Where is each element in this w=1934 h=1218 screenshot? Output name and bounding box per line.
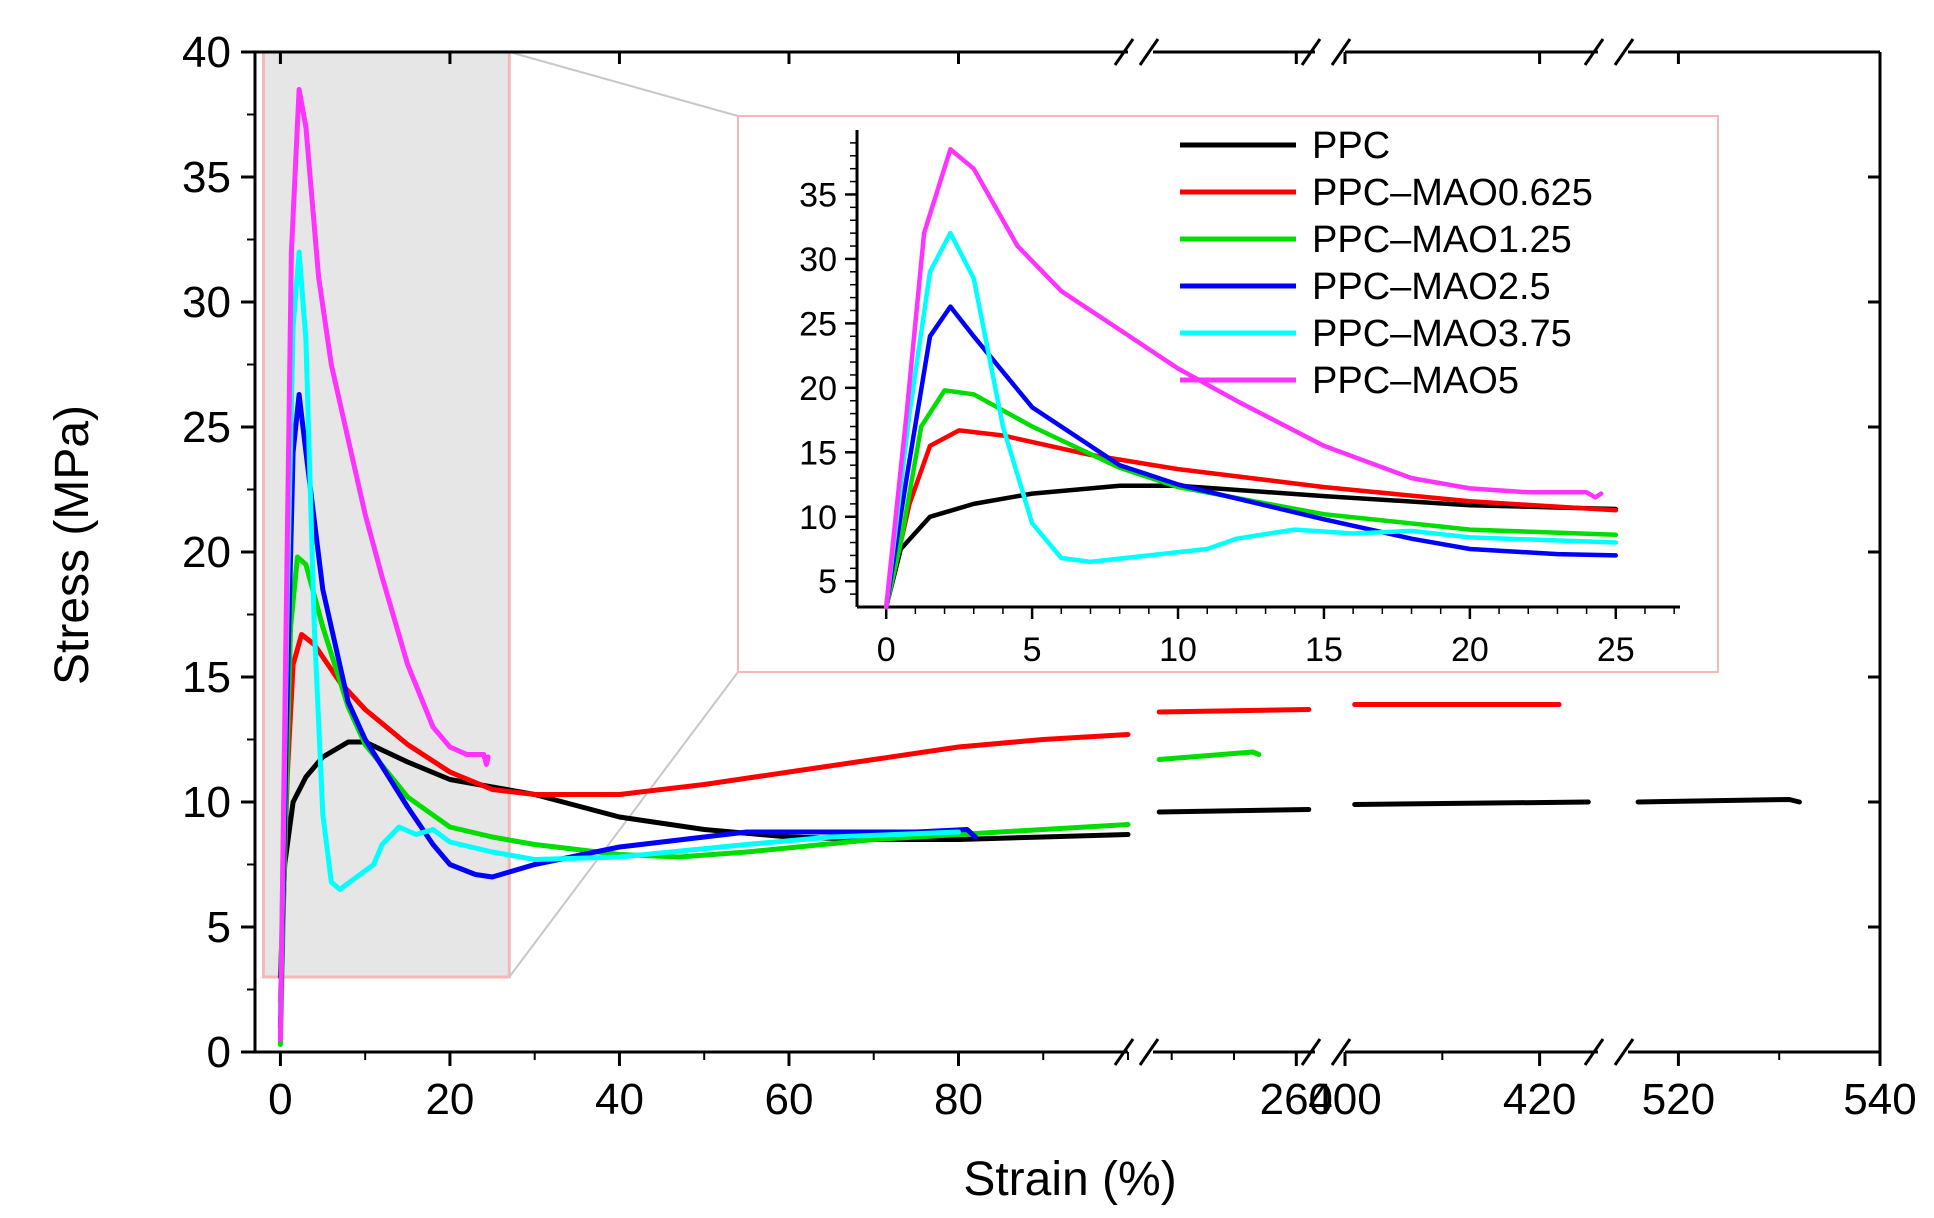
legend-label: PPC–MAO3.75 [1312,313,1572,355]
series-line [1635,797,1802,805]
inset-y-tick-label: 25 [799,305,837,343]
y-tick-label: 5 [207,903,231,952]
zoom-region-box [261,50,511,979]
inset-x-tick-label: 20 [1451,631,1489,669]
y-tick-label: 35 [182,153,231,202]
x-tick-label: 60 [764,1075,813,1124]
series-line [1156,707,1312,715]
y-tick-label: 40 [182,28,231,77]
y-tick-label: 25 [182,403,231,452]
x-tick-label: 520 [1642,1075,1715,1124]
x-tick-label: 80 [934,1075,983,1124]
axis-break-mark [1113,38,1135,66]
series-line [1156,807,1312,815]
inset-series-line [883,388,1619,610]
legend-label: PPC [1312,125,1390,167]
inset-y-tick-label: 15 [799,434,837,472]
axis-break-mark [1583,38,1605,66]
inset-x-tick-label: 15 [1305,631,1343,669]
legend-label: PPC–MAO0.625 [1312,172,1593,214]
axis-break-mark [1138,38,1160,66]
series-line [277,392,978,1030]
inset-series-line [883,483,1619,610]
axis-break-mark [1613,38,1635,66]
legend: PPC PPC–MAO0.625 PPC–MAO1.25 PPC–MAO2.5 PPC–… [1180,125,1593,402]
series-line [277,249,961,1017]
y-tick-label: 20 [182,528,231,577]
x-tick-label: 400 [1308,1075,1381,1124]
x-tick-label: 40 [595,1075,644,1124]
inset-x-tick-label: 0 [877,631,896,669]
inset-y-tick-label: 10 [799,499,837,537]
inset-plot: 5 10 15 20 25 30 35 0 5 10 15 20 25 [737,115,1719,673]
y-tick-label: 15 [182,653,231,702]
series-line [277,87,491,1042]
axis-break-mark [1583,1038,1605,1066]
series-line [277,554,1131,1047]
x-axis-label: Strain (%) [963,1153,1176,1206]
x-tick-label: 0 [268,1075,292,1124]
series-line [1156,749,1262,762]
x-tick-label: 260 [1260,1075,1333,1124]
inset-y-tick-label: 30 [799,241,837,279]
x-tick-label: 20 [425,1075,474,1124]
axis-break-mark [1330,1038,1352,1066]
axis-break-mark [1300,38,1322,66]
zoom-connector-line [509,51,739,117]
inset-x-tick-label: 5 [1023,631,1042,669]
x-tick-label: 420 [1503,1075,1576,1124]
inset-x-tick-label: 25 [1597,631,1635,669]
axis-break-mark [1613,1038,1635,1066]
y-tick-label: 0 [207,1028,231,1077]
y-tick-label: 10 [182,778,231,827]
zoom-connector-line [508,671,739,978]
x-tick-label: 540 [1843,1075,1916,1124]
inset-y-tick-label: 20 [799,370,837,408]
y-tick-label: 30 [182,278,231,327]
axis-break-mark [1330,38,1352,66]
axis-break-mark [1300,1038,1322,1066]
inset-y-tick-label: 5 [818,563,837,601]
inset-y-tick-label: 35 [799,176,837,214]
axis-break-mark [1138,1038,1160,1066]
axis-break-mark [1113,1038,1135,1066]
inset-series-line [883,304,1619,610]
series-line [1352,799,1591,807]
y-axis-label: Stress (MPa) [46,405,99,685]
legend-label: PPC–MAO1.25 [1312,219,1572,261]
inset-series-line [883,230,1619,610]
inset-series-line [883,428,1619,610]
legend-label: PPC–MAO5 [1312,360,1519,402]
inset-series-line [883,147,1604,610]
series-line [277,632,1131,1005]
legend-label: PPC–MAO2.5 [1312,266,1551,308]
inset-x-tick-label: 10 [1159,631,1197,669]
